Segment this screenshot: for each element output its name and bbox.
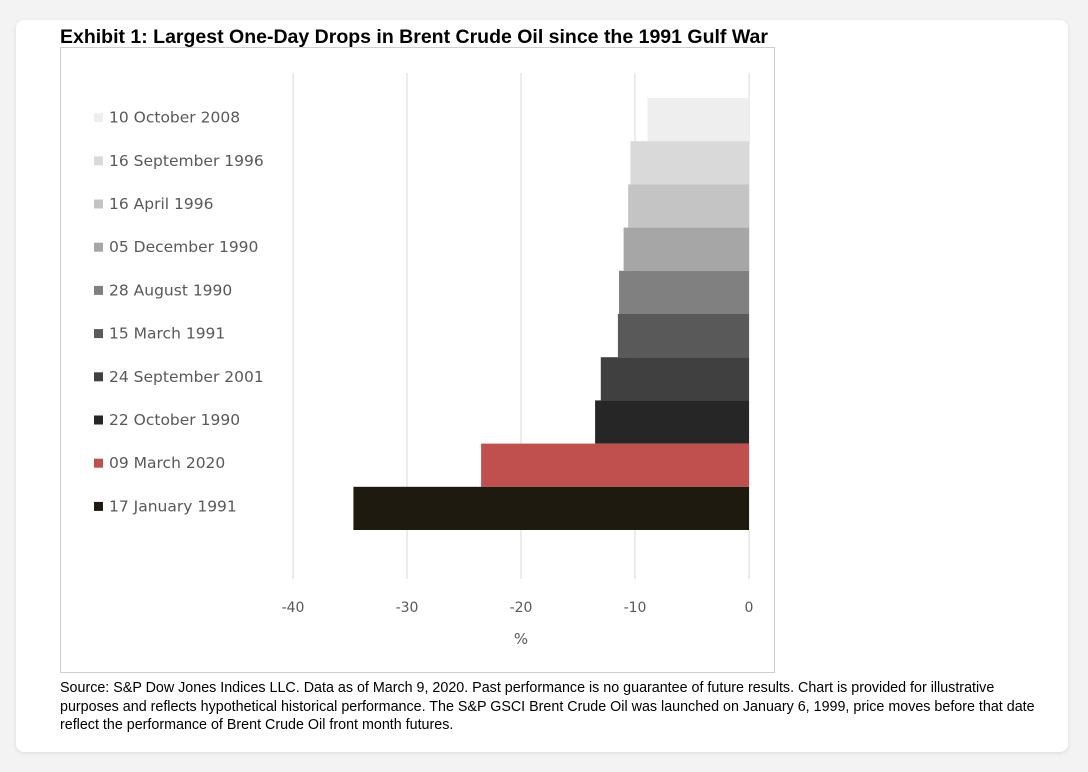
legend-label: 17 January 1991 bbox=[109, 497, 237, 515]
chart-frame: -40 -30 -20 -10 0% 10 October 2008 16 Septembe… bbox=[60, 47, 775, 673]
legend-swatch bbox=[94, 372, 103, 382]
legend-swatch bbox=[94, 199, 103, 209]
x-tick-label: -40 bbox=[282, 600, 305, 616]
legend-label: 09 March 2020 bbox=[109, 454, 225, 472]
legend-label: 10 October 2008 bbox=[109, 109, 240, 127]
bar bbox=[600, 357, 749, 401]
legend-swatch bbox=[94, 329, 103, 339]
chart-title: Exhibit 1: Largest One-Day Drops in Bren… bbox=[60, 26, 768, 48]
bar bbox=[353, 486, 749, 530]
x-tick-label: -20 bbox=[510, 600, 533, 616]
legend-swatch bbox=[94, 242, 103, 252]
bar bbox=[628, 184, 749, 228]
legend-swatch bbox=[94, 285, 103, 295]
bar bbox=[481, 443, 749, 487]
x-tick-label: -30 bbox=[396, 600, 419, 616]
legend-label: 16 April 1996 bbox=[109, 195, 213, 213]
x-tick-label: 0 bbox=[745, 600, 754, 616]
legend-label: 28 August 1990 bbox=[109, 281, 232, 299]
bar bbox=[647, 98, 749, 142]
bar-chart: -40 -30 -20 -10 0% 10 October 2008 16 Septembe… bbox=[94, 73, 754, 648]
legend-label: 15 March 1991 bbox=[109, 325, 225, 343]
legend-swatch bbox=[94, 156, 103, 166]
bar bbox=[630, 141, 749, 185]
legend-label: 05 December 1990 bbox=[109, 238, 258, 256]
legend-label: 22 October 1990 bbox=[109, 411, 240, 429]
legend-swatch bbox=[94, 113, 103, 123]
legend-swatch bbox=[94, 458, 103, 468]
legend-swatch bbox=[94, 415, 103, 425]
legend-label: 16 September 1996 bbox=[109, 152, 264, 170]
bar bbox=[617, 314, 749, 358]
bar bbox=[623, 227, 749, 271]
legend-swatch bbox=[94, 501, 103, 511]
exhibit-card bbox=[16, 20, 1068, 752]
legend-label: 24 September 2001 bbox=[109, 368, 264, 386]
x-axis-label: % bbox=[514, 630, 528, 648]
bar bbox=[619, 270, 749, 314]
bar bbox=[595, 400, 749, 444]
source-note: Source: S&P Dow Jones Indices LLC. Data … bbox=[60, 680, 1035, 733]
x-tick-label: -10 bbox=[624, 600, 647, 616]
